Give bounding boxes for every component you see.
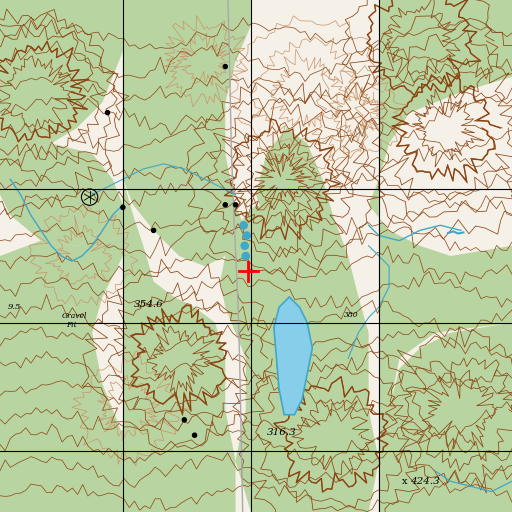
Circle shape (243, 232, 250, 239)
Circle shape (240, 222, 247, 229)
Text: Pit: Pit (67, 321, 77, 329)
Circle shape (233, 203, 238, 207)
Text: 354.6: 354.6 (134, 300, 163, 309)
Circle shape (242, 252, 249, 260)
Text: 9.5: 9.5 (8, 303, 21, 311)
Circle shape (223, 65, 227, 69)
Circle shape (121, 205, 125, 209)
Polygon shape (0, 205, 123, 512)
Circle shape (182, 418, 186, 422)
Text: 380: 380 (344, 311, 358, 319)
Polygon shape (369, 0, 512, 512)
Polygon shape (0, 143, 123, 246)
Text: Gravel: Gravel (61, 312, 87, 321)
Polygon shape (220, 205, 379, 512)
Text: 424.3: 424.3 (410, 477, 440, 486)
Text: 316.3: 316.3 (267, 428, 296, 437)
Circle shape (193, 433, 197, 437)
Polygon shape (123, 179, 236, 512)
Circle shape (241, 242, 248, 249)
Text: x: x (402, 477, 407, 486)
Circle shape (152, 228, 156, 232)
Polygon shape (251, 128, 369, 512)
Polygon shape (0, 0, 123, 154)
Polygon shape (274, 297, 312, 415)
Polygon shape (123, 0, 251, 266)
Circle shape (223, 203, 227, 207)
Circle shape (105, 111, 110, 115)
Polygon shape (379, 323, 512, 512)
